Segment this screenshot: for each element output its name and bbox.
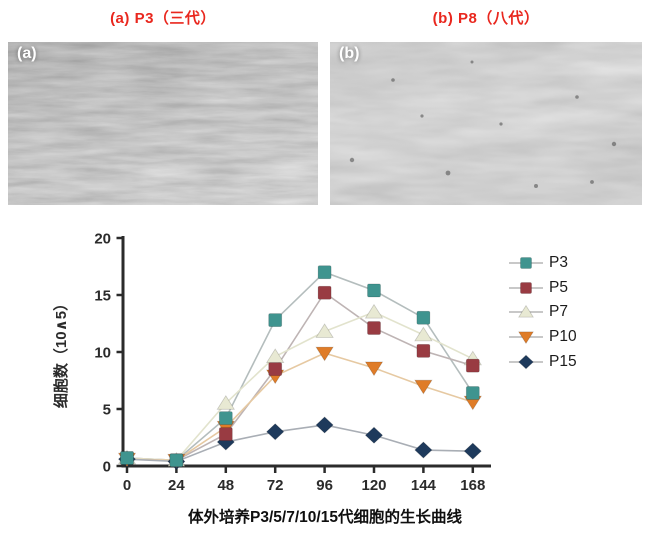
legend-item-p15: P15 (508, 349, 577, 374)
triangle-down-marker-icon (509, 331, 543, 345)
legend-item-p7: P7 (508, 300, 577, 325)
square-marker-icon (509, 281, 543, 294)
svg-text:细胞数（10∧5）: 细胞数（10∧5） (52, 296, 70, 408)
svg-text:5: 5 (103, 402, 111, 419)
diamond-marker-icon (509, 354, 543, 370)
svg-text:24: 24 (168, 477, 185, 494)
micrograph-a-image (8, 42, 318, 205)
legend-label: P15 (549, 352, 577, 370)
svg-text:15: 15 (94, 288, 111, 305)
legend-label: P10 (549, 328, 577, 346)
micrograph-b-corner-label: (b) (339, 45, 360, 62)
figure-caption: 体外培养P3/5/7/10/15代细胞的生长曲线 (188, 509, 462, 526)
legend-item-p10: P10 (508, 325, 577, 350)
svg-text:20: 20 (94, 231, 111, 248)
svg-text:96: 96 (316, 477, 333, 494)
micrograph-a: (a) (8, 42, 318, 205)
legend-label: P5 (549, 278, 568, 296)
micrograph-b: (b) (330, 42, 642, 205)
svg-text:48: 48 (217, 477, 234, 494)
legend-label: P7 (549, 303, 568, 321)
triangle-up-marker-icon (509, 305, 543, 318)
micrograph-a-corner-label: (a) (17, 45, 37, 62)
chart-legend: P3 P5 P7 P10 P15 (508, 251, 577, 374)
cell-debris-specks (349, 60, 617, 188)
svg-text:0: 0 (103, 459, 111, 476)
panel-b-title: (b) P8（八代） (432, 10, 540, 27)
svg-text:10: 10 (94, 345, 111, 362)
legend-item-p3: P3 (508, 251, 577, 276)
svg-text:120: 120 (361, 477, 386, 494)
svg-text:144: 144 (411, 477, 437, 494)
panel-a-title: (a) P3（三代） (110, 10, 216, 27)
square-marker-icon (509, 257, 543, 270)
micrograph-b-image (330, 42, 642, 205)
svg-text:168: 168 (460, 477, 485, 494)
svg-text:72: 72 (267, 477, 284, 494)
svg-text:0: 0 (123, 477, 131, 494)
legend-label: P3 (549, 254, 568, 272)
legend-item-p5: P5 (508, 276, 577, 301)
